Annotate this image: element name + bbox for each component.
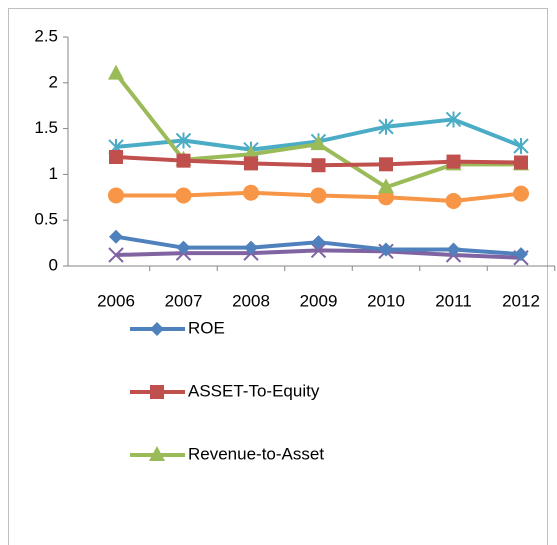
legend-label: Revenue-to-Asset: [188, 444, 324, 463]
marker: [445, 111, 462, 128]
y-tick-label: 2.5: [34, 26, 58, 45]
x-tick-label: 2012: [502, 291, 540, 310]
x-tick-label: 2006: [97, 291, 135, 310]
marker: [109, 229, 123, 244]
marker: [310, 242, 327, 259]
series: [108, 64, 529, 194]
marker: [108, 247, 124, 263]
marker: [513, 185, 529, 202]
legend-entry: Revenue-to-Asset: [130, 444, 324, 463]
legend-marker: [150, 385, 164, 399]
series: [109, 149, 528, 173]
series: [108, 184, 529, 209]
marker: [109, 149, 123, 164]
marker: [175, 132, 192, 149]
marker: [513, 138, 529, 155]
marker: [311, 235, 326, 250]
marker: [243, 184, 259, 201]
marker: [514, 155, 528, 170]
legend-entry: ASSET-To-Equity: [130, 381, 320, 400]
marker: [378, 189, 394, 206]
y-tick-label: 2: [49, 72, 58, 91]
marker: [446, 242, 461, 257]
x-tick-label: 2010: [367, 291, 405, 310]
x-tick-label: 2008: [232, 291, 270, 310]
y-tick-label: 1.5: [34, 118, 58, 137]
marker: [176, 153, 191, 168]
marker: [244, 240, 258, 255]
x-tick-label: 2011: [435, 291, 472, 310]
series: [109, 229, 528, 262]
x-tick-label: 2009: [300, 291, 338, 310]
marker: [311, 158, 326, 173]
y-tick-label: 0: [49, 255, 58, 274]
legend-entry: ROE: [130, 318, 225, 337]
legend-marker: [149, 446, 165, 461]
marker: [446, 154, 461, 169]
marker: [310, 187, 327, 204]
marker: [310, 135, 327, 151]
y-tick-label: 0.5: [34, 210, 58, 229]
marker: [514, 247, 528, 262]
marker: [379, 157, 393, 172]
x-tick-label: 2007: [165, 291, 203, 310]
marker: [378, 118, 394, 135]
marker: [108, 187, 124, 204]
marker: [445, 192, 462, 209]
y-tick-label: 1: [49, 164, 58, 183]
legend-label: ROE: [188, 318, 225, 337]
chart-frame: [8, 8, 548, 545]
marker: [175, 187, 192, 204]
marker: [379, 242, 393, 257]
marker: [108, 64, 124, 80]
series: [108, 111, 529, 158]
legend-marker: [150, 322, 164, 336]
marker: [378, 178, 394, 194]
legend-label: ASSET-To-Equity: [188, 381, 320, 400]
marker: [176, 240, 191, 255]
marker: [244, 156, 258, 171]
